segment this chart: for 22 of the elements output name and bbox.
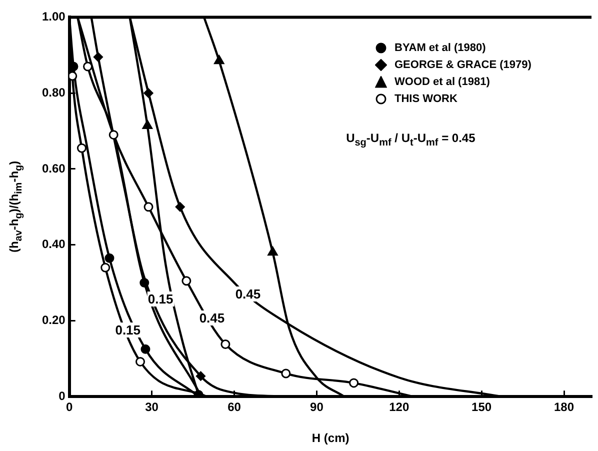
- y-tick-label: 0.80: [42, 85, 66, 100]
- annotation: 0.45: [198, 310, 226, 326]
- x-axis-title: H (cm): [312, 431, 350, 445]
- x-tick-label: 60: [228, 400, 242, 414]
- text: U$_{sg}$-U$_{mf}$ / U$_{t}$-U$_{mf}$ = 0.45: [346, 131, 476, 148]
- legend-label: WOOD et al (1981): [394, 76, 490, 88]
- y-tick-label: 1.00: [42, 10, 66, 24]
- y-tick-label: 0.60: [42, 161, 66, 176]
- annotation: 0.15: [146, 291, 174, 306]
- x-tick-label: 180: [554, 400, 574, 414]
- y-tick-label: 0.40: [42, 237, 66, 252]
- annotation: 0.45: [234, 286, 262, 302]
- y-tick-label: 0: [58, 388, 66, 403]
- x-tick-label: 120: [389, 400, 410, 414]
- x-tick-label: 90: [310, 400, 324, 414]
- legend-label: GEORGE & GRACE (1979): [394, 58, 532, 71]
- annotation: 0.15: [114, 322, 142, 338]
- x-tick-label: 150: [472, 400, 492, 414]
- legend-label: BYAM et al (1980): [394, 42, 486, 54]
- legend-label: THIS WORK: [394, 92, 458, 105]
- y-tick-label: 0.20: [42, 313, 66, 328]
- x-tick-label: 30: [145, 400, 159, 414]
